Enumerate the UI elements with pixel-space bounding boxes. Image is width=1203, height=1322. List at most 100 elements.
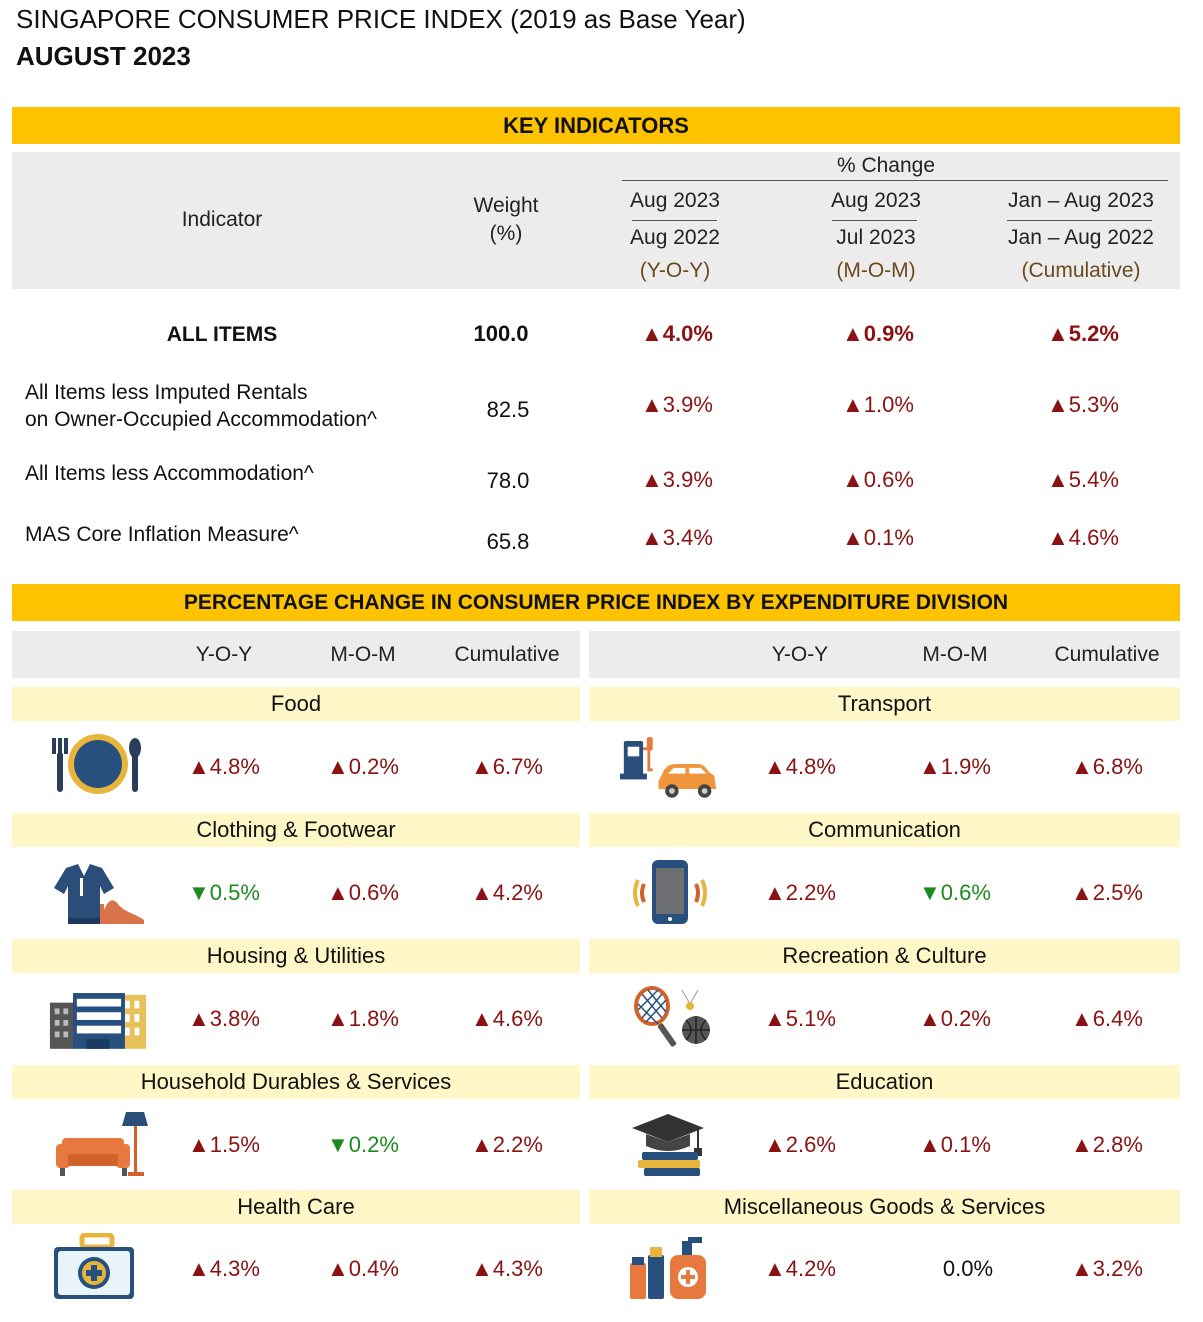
- housing-yoy: ▲3.8%: [188, 1006, 260, 1031]
- row-mom: ▲0.9%: [842, 321, 914, 346]
- yoy-col-bottom: Aug 2022: [630, 226, 720, 249]
- yoy-col-tag: (Y-O-Y): [639, 259, 711, 282]
- household-mom: ▼0.2%: [327, 1132, 399, 1157]
- right-cum-header: Cumulative: [1054, 643, 1160, 666]
- division-communication: Communication: [589, 813, 1180, 847]
- page-title: SINGAPORE CONSUMER PRICE INDEX (2019 as …: [16, 4, 746, 34]
- smartphone-icon: [633, 860, 707, 924]
- mom-col-tag: (M-O-M): [836, 259, 916, 282]
- row-weight: 65.8: [486, 529, 530, 554]
- household-cum: ▲2.2%: [471, 1132, 543, 1157]
- row-cum: ▲4.6%: [1047, 525, 1119, 550]
- toiletries-icon: [630, 1237, 706, 1299]
- key-indicators-header: Indicator Weight (%) % Change Aug 2023 A…: [12, 152, 1180, 289]
- clothing-cum: ▲4.2%: [471, 880, 543, 905]
- health-yoy: ▲4.3%: [188, 1256, 260, 1281]
- left-column-header: [12, 631, 580, 678]
- recreation-mom: ▲0.2%: [919, 1006, 991, 1031]
- row-weight: 82.5: [486, 397, 530, 422]
- food-mom: ▲0.2%: [327, 754, 399, 779]
- health-cum: ▲4.3%: [471, 1256, 543, 1281]
- row-cum: ▲5.2%: [1047, 321, 1119, 346]
- clothing-mom: ▲0.6%: [327, 880, 399, 905]
- communication-yoy: ▲2.2%: [764, 880, 836, 905]
- right-yoy-header: Y-O-Y: [771, 643, 829, 666]
- row-weight: 78.0: [486, 468, 530, 493]
- graduation-cap-icon: [632, 1114, 704, 1176]
- division-household: Household Durables & Services: [12, 1065, 580, 1099]
- row-mom: ▲0.6%: [842, 467, 914, 492]
- left-mom-header: M-O-M: [330, 643, 396, 666]
- division-recreation: Recreation & Culture: [589, 939, 1180, 973]
- misc-mom: 0.0%: [942, 1256, 994, 1281]
- key-indicators-band: KEY INDICATORS: [12, 107, 1180, 144]
- housing-mom: ▲1.8%: [327, 1006, 399, 1031]
- transport-cum: ▲6.8%: [1071, 754, 1143, 779]
- division-food: Food: [12, 687, 580, 721]
- housing-cum: ▲4.6%: [471, 1006, 543, 1031]
- yoy-col-rule: [632, 220, 717, 221]
- sofa-lamp-icon: [56, 1112, 148, 1176]
- pct-change-rule: [622, 180, 1168, 181]
- dining-icon: [52, 734, 141, 794]
- medical-kit-icon: [54, 1233, 134, 1299]
- weight-unit: (%): [489, 222, 523, 245]
- division-transport: Transport: [589, 687, 1180, 721]
- division-health: Health Care: [12, 1190, 580, 1224]
- row-cum: ▲5.3%: [1047, 392, 1119, 417]
- right-column-header: [589, 631, 1180, 678]
- health-mom: ▲0.4%: [327, 1256, 399, 1281]
- recreation-cum: ▲6.4%: [1071, 1006, 1143, 1031]
- mom-col-top: Aug 2023: [831, 189, 921, 212]
- shirt-shoe-icon: [54, 864, 144, 924]
- row-yoy: ▲3.9%: [641, 392, 713, 417]
- education-cum: ▲2.8%: [1071, 1132, 1143, 1157]
- mom-col-rule: [832, 220, 917, 221]
- row-label: MAS Core Inflation Measure^: [25, 523, 299, 546]
- row-cum: ▲5.4%: [1047, 467, 1119, 492]
- transport-mom: ▲1.9%: [919, 754, 991, 779]
- misc-cum: ▲3.2%: [1071, 1256, 1143, 1281]
- row-mom: ▲1.0%: [842, 392, 914, 417]
- education-mom: ▲0.1%: [919, 1132, 991, 1157]
- page-subtitle: AUGUST 2023: [16, 41, 191, 71]
- row-label-line2: on Owner-Occupied Accommodation^: [25, 408, 377, 431]
- cum-col-rule: [1007, 220, 1152, 221]
- row-label: ALL ITEMS: [166, 323, 278, 346]
- cum-col-top: Jan – Aug 2023: [1008, 189, 1154, 212]
- division-band: PERCENTAGE CHANGE IN CONSUMER PRICE INDE…: [12, 584, 1180, 621]
- transport-yoy: ▲4.8%: [764, 754, 836, 779]
- row-yoy: ▲3.4%: [641, 525, 713, 550]
- left-yoy-header: Y-O-Y: [195, 643, 253, 666]
- yoy-col-top: Aug 2023: [630, 189, 720, 212]
- left-cum-header: Cumulative: [454, 643, 560, 666]
- indicator-header: Indicator: [181, 208, 263, 231]
- food-cum: ▲6.7%: [471, 754, 543, 779]
- food-yoy: ▲4.8%: [188, 754, 260, 779]
- cum-col-bottom: Jan – Aug 2022: [1008, 226, 1154, 249]
- row-label-line1: All Items less Imputed Rentals: [25, 381, 308, 404]
- row-label: All Items less Accommodation^: [25, 462, 314, 485]
- division-housing: Housing & Utilities: [12, 939, 580, 973]
- right-mom-header: M-O-M: [922, 643, 988, 666]
- education-yoy: ▲2.6%: [764, 1132, 836, 1157]
- household-yoy: ▲1.5%: [188, 1132, 260, 1157]
- misc-yoy: ▲4.2%: [764, 1256, 836, 1281]
- row-yoy: ▲3.9%: [641, 467, 713, 492]
- communication-mom: ▼0.6%: [919, 880, 991, 905]
- row-weight: 100.0: [473, 321, 529, 346]
- mom-col-bottom: Jul 2023: [836, 226, 916, 249]
- racket-ball-icon: [634, 986, 710, 1047]
- weight-header: Weight: [473, 194, 539, 217]
- recreation-yoy: ▲5.1%: [764, 1006, 836, 1031]
- division-education: Education: [589, 1065, 1180, 1099]
- division-misc: Miscellaneous Goods & Services: [589, 1190, 1180, 1224]
- cum-col-tag: (Cumulative): [1021, 259, 1141, 282]
- row-mom: ▲0.1%: [842, 525, 914, 550]
- division-clothing: Clothing & Footwear: [12, 813, 580, 847]
- row-yoy: ▲4.0%: [641, 321, 713, 346]
- communication-cum: ▲2.5%: [1071, 880, 1143, 905]
- pct-change-header: % Change: [836, 154, 936, 177]
- buildings-icon: [49, 993, 147, 1049]
- fuel-car-icon: [620, 737, 717, 798]
